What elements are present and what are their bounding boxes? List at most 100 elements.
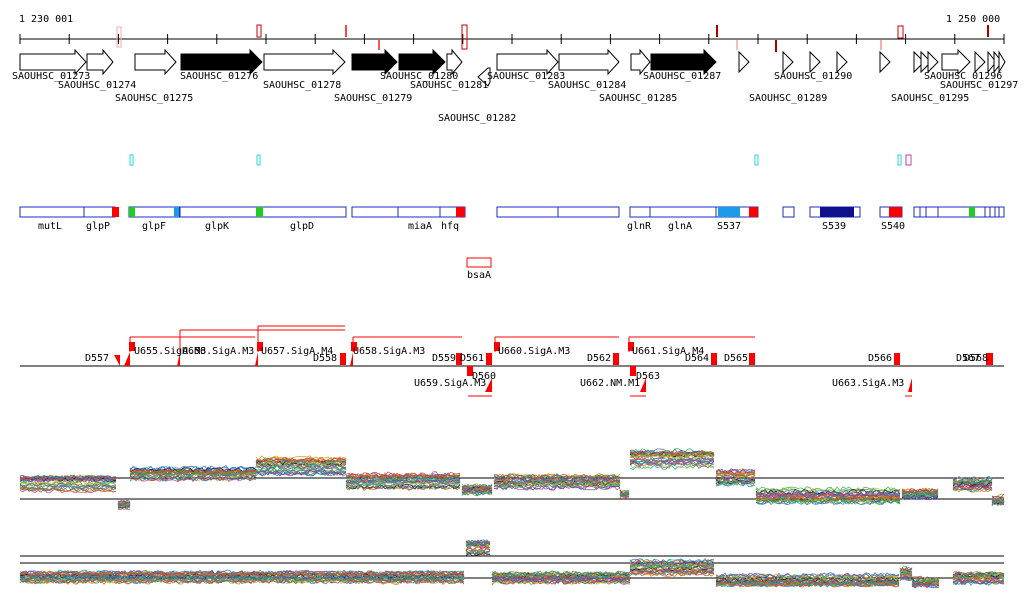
transcription-unit-track: D557 U655.SigA.M3 U656.SigA.M3 U657.SigA… xyxy=(20,325,1004,397)
ruler-ticks xyxy=(19,34,1005,44)
operon-label: glpD xyxy=(290,221,314,232)
gene-arrow[interactable] xyxy=(738,50,750,74)
terminator-flag[interactable] xyxy=(129,342,135,351)
operon-box[interactable] xyxy=(351,206,466,218)
terminator-flag[interactable] xyxy=(340,353,346,365)
gene-arrow[interactable] xyxy=(809,50,821,74)
gene-arrow[interactable] xyxy=(263,48,346,76)
terminator-flag[interactable] xyxy=(640,378,646,392)
terminator-block[interactable] xyxy=(456,207,465,217)
terminator-flag[interactable] xyxy=(894,353,900,365)
gene-arrow[interactable] xyxy=(974,50,986,74)
gene-arrow[interactable] xyxy=(558,48,620,76)
expression-lines xyxy=(19,539,1005,589)
terminator-flag[interactable] xyxy=(908,378,912,392)
segment-block[interactable] xyxy=(174,207,179,217)
gene-label: SAOUHSC_01276 xyxy=(180,71,258,82)
operon-label: glnA xyxy=(668,221,692,232)
expression-lines xyxy=(19,448,1005,511)
gene-arrow[interactable] xyxy=(650,48,717,76)
gene-label: SAOUHSC_01278 xyxy=(263,80,341,91)
terminator-flag[interactable] xyxy=(628,342,634,351)
gene-arrow[interactable] xyxy=(398,48,446,76)
tu-label: D566 xyxy=(868,353,892,364)
terminator-block[interactable] xyxy=(112,207,119,217)
operon-box[interactable] xyxy=(913,206,1005,218)
gene-arrow[interactable] xyxy=(993,50,1003,74)
tu-label: D564 xyxy=(685,353,709,364)
terminator-flag[interactable] xyxy=(114,355,120,366)
terminator-flag[interactable] xyxy=(630,366,636,376)
gene-label: SAOUHSC_01287 xyxy=(643,71,721,82)
terminator-flag[interactable] xyxy=(485,378,492,392)
terminator-flag[interactable] xyxy=(467,366,473,376)
terminator-flag[interactable] xyxy=(124,352,130,366)
gene-label: SAOUHSC_01282 xyxy=(438,113,516,124)
terminator-flag[interactable] xyxy=(255,352,258,366)
gene-arrow[interactable] xyxy=(836,50,848,74)
operon-box[interactable] xyxy=(466,257,492,268)
operon-label: S537 xyxy=(717,221,741,232)
tu-label: U657.SigA.M4 xyxy=(261,346,333,357)
gene-arrow[interactable] xyxy=(86,48,114,76)
gene-label: SAOUHSC_01273 xyxy=(12,71,90,82)
gene-arrow[interactable] xyxy=(134,48,177,76)
segment-block[interactable] xyxy=(969,207,975,217)
terminator-flag[interactable] xyxy=(749,353,755,365)
terminator-flag[interactable] xyxy=(986,353,993,365)
tu-label: D559 xyxy=(432,353,456,364)
promoter-mark[interactable] xyxy=(129,154,134,166)
ruler-marker xyxy=(256,24,262,38)
gene-arrow[interactable] xyxy=(446,48,463,76)
terminator-flag[interactable] xyxy=(257,342,263,351)
tu-label: D568 xyxy=(964,353,988,364)
tu-label: D567 xyxy=(956,353,980,364)
segment-block[interactable] xyxy=(718,207,740,217)
gene-arrow[interactable] xyxy=(913,50,925,74)
tu-label: U658.SigA.M3 xyxy=(353,346,425,357)
promoter-mark[interactable] xyxy=(256,154,261,166)
terminator-flag[interactable] xyxy=(456,353,462,365)
gene-arrow[interactable] xyxy=(782,50,794,74)
tu-label: D560 xyxy=(472,371,496,382)
promoter-mark[interactable] xyxy=(754,154,759,166)
segment-block[interactable] xyxy=(256,207,263,217)
terminator-block[interactable] xyxy=(889,207,902,217)
gene-arrow[interactable] xyxy=(351,48,398,76)
terminator-flag[interactable] xyxy=(350,352,353,366)
terminator-flag[interactable] xyxy=(613,353,619,365)
expression-line xyxy=(19,451,1005,509)
gene-arrow[interactable] xyxy=(496,48,559,76)
gene-arrow[interactable] xyxy=(630,48,651,76)
gene-arrow[interactable] xyxy=(998,50,1006,74)
gene-arrow[interactable] xyxy=(879,50,891,74)
segment-block[interactable] xyxy=(129,207,135,217)
gene-arrow[interactable] xyxy=(920,50,932,74)
gene-arrow[interactable] xyxy=(180,48,263,76)
gene-label: SAOUHSC_01290 xyxy=(774,71,852,82)
gene-arrow[interactable] xyxy=(477,67,491,87)
expression-track-2 xyxy=(19,539,1005,589)
terminator-flag[interactable] xyxy=(351,342,357,351)
gene-arrow[interactable] xyxy=(927,50,939,74)
gene-arrow[interactable] xyxy=(941,48,971,76)
promoter-mark[interactable] xyxy=(897,154,902,166)
operon-label: S539 xyxy=(822,221,846,232)
tu-label: U659.SigA.M3 xyxy=(414,378,486,389)
gene-arrow[interactable] xyxy=(19,48,87,76)
promoter-mark[interactable] xyxy=(905,154,912,166)
operon-box[interactable] xyxy=(782,206,795,218)
tu-spans xyxy=(129,325,912,397)
tu-terminators xyxy=(114,342,993,392)
operon-box[interactable] xyxy=(128,206,180,218)
terminator-flag[interactable] xyxy=(494,342,500,351)
tu-label: U663.SigA.M3 xyxy=(832,378,904,389)
segment-block[interactable] xyxy=(820,207,854,217)
gene-arrow[interactable] xyxy=(987,50,997,74)
operon-box[interactable] xyxy=(19,206,116,218)
terminator-block[interactable] xyxy=(749,207,758,217)
terminator-flag[interactable] xyxy=(177,352,180,366)
terminator-flag[interactable] xyxy=(711,353,717,365)
terminator-flag[interactable] xyxy=(486,353,492,365)
